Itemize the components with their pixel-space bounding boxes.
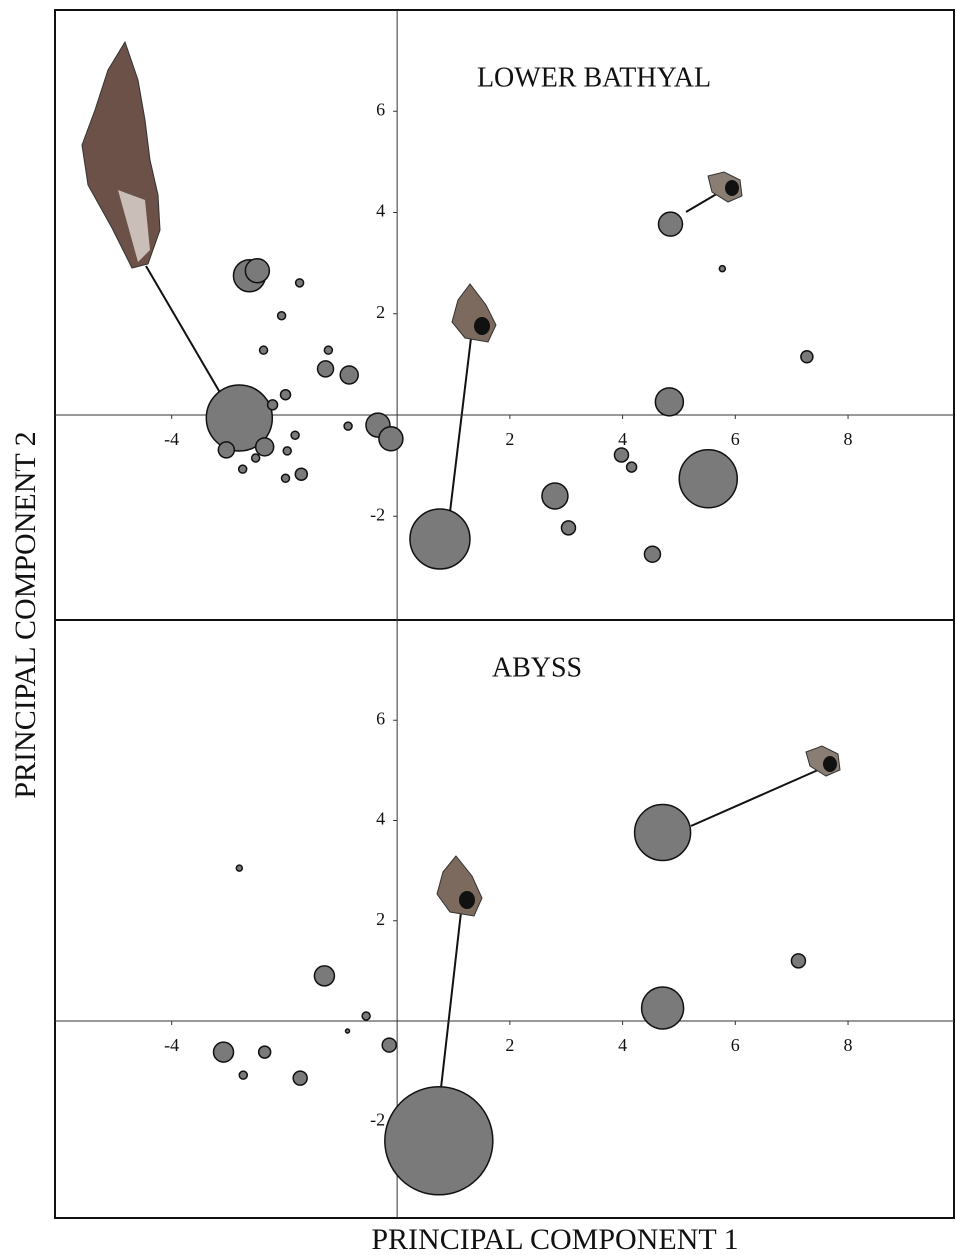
shell-aperture (823, 756, 837, 772)
x-tick-label: 4 (618, 429, 627, 449)
bubble (384, 1086, 494, 1196)
bubble (625, 461, 638, 473)
connector (440, 911, 462, 1089)
bubbles (212, 803, 807, 1196)
y-tick-label: 6 (376, 99, 385, 119)
bubble (250, 453, 261, 463)
bubble (217, 441, 236, 459)
x-tick-label: -4 (164, 429, 179, 449)
bubble (254, 437, 275, 457)
x-tick-label: 6 (731, 1035, 740, 1055)
bubble (266, 399, 279, 411)
bubble (560, 520, 577, 536)
x-axis-label: PRINCIPAL COMPONENT 1 (371, 1223, 738, 1255)
bubble (244, 257, 271, 284)
shell-aperture (474, 317, 490, 335)
panel-frames (54, 9, 955, 1219)
bubble (541, 482, 569, 510)
shell-aperture (725, 180, 739, 196)
y-tick-label: -2 (370, 504, 385, 524)
bubble (280, 473, 291, 484)
x-tick-label: 2 (505, 1035, 514, 1055)
shell-aperture (118, 190, 150, 262)
bubble (654, 387, 685, 417)
bubble (257, 1045, 272, 1059)
bubble (643, 545, 662, 563)
bubble (235, 864, 244, 872)
bubble (718, 264, 727, 273)
x-tick-label: -4 (164, 1035, 179, 1055)
connector (685, 191, 721, 213)
y-tick-label: 4 (376, 809, 385, 829)
bubble (238, 1070, 249, 1080)
bubble (657, 211, 684, 237)
bubble (790, 953, 807, 969)
shell-illustrations (81, 40, 841, 1089)
shell (451, 283, 497, 343)
bubble (640, 986, 685, 1030)
bubble (361, 1011, 371, 1021)
shell (436, 855, 483, 917)
bubble (633, 803, 692, 862)
y-tick-label: 4 (376, 201, 385, 221)
x-tick-label: 8 (844, 429, 853, 449)
x-tick-label: 4 (618, 1035, 627, 1055)
y-tick-label: 6 (376, 708, 385, 728)
panel-frame (54, 619, 955, 1219)
bubble (282, 446, 292, 456)
x-tick-label: 6 (731, 429, 740, 449)
bubble (279, 388, 292, 401)
bubble (292, 1070, 308, 1086)
connector (449, 337, 472, 513)
bubble (800, 350, 814, 364)
bubble (678, 449, 739, 509)
bubble (381, 1037, 397, 1053)
bubble (212, 1041, 235, 1063)
connector (690, 769, 819, 827)
bubble (258, 345, 269, 355)
bubble (344, 1028, 351, 1034)
bubble (613, 447, 630, 463)
panel-frame (54, 9, 955, 621)
y-axis-label: PRINCIPAL COMPONENT 2 (9, 431, 42, 798)
bubble (205, 384, 274, 452)
y-tick-label: 2 (376, 909, 385, 929)
bubble (276, 311, 287, 321)
bubble (316, 360, 335, 378)
bubble (409, 508, 471, 570)
bubbles (205, 211, 814, 570)
y-tick-label: 2 (376, 302, 385, 322)
shell-aperture (459, 891, 475, 909)
y-tick-label: -2 (370, 1109, 385, 1129)
bubble (378, 426, 404, 452)
chart-title: ABYSS (492, 652, 582, 683)
bubble (237, 464, 248, 474)
bubble (290, 430, 300, 440)
bubble (313, 965, 336, 987)
bubble (343, 421, 353, 431)
bubble (339, 365, 359, 385)
bubble (294, 467, 309, 481)
bubble (323, 345, 334, 355)
x-tick-label: 2 (505, 429, 514, 449)
chart-title: LOWER BATHYAL (477, 62, 711, 93)
connector (145, 265, 223, 397)
bubble (294, 278, 305, 288)
x-tick-label: 8 (844, 1035, 853, 1055)
